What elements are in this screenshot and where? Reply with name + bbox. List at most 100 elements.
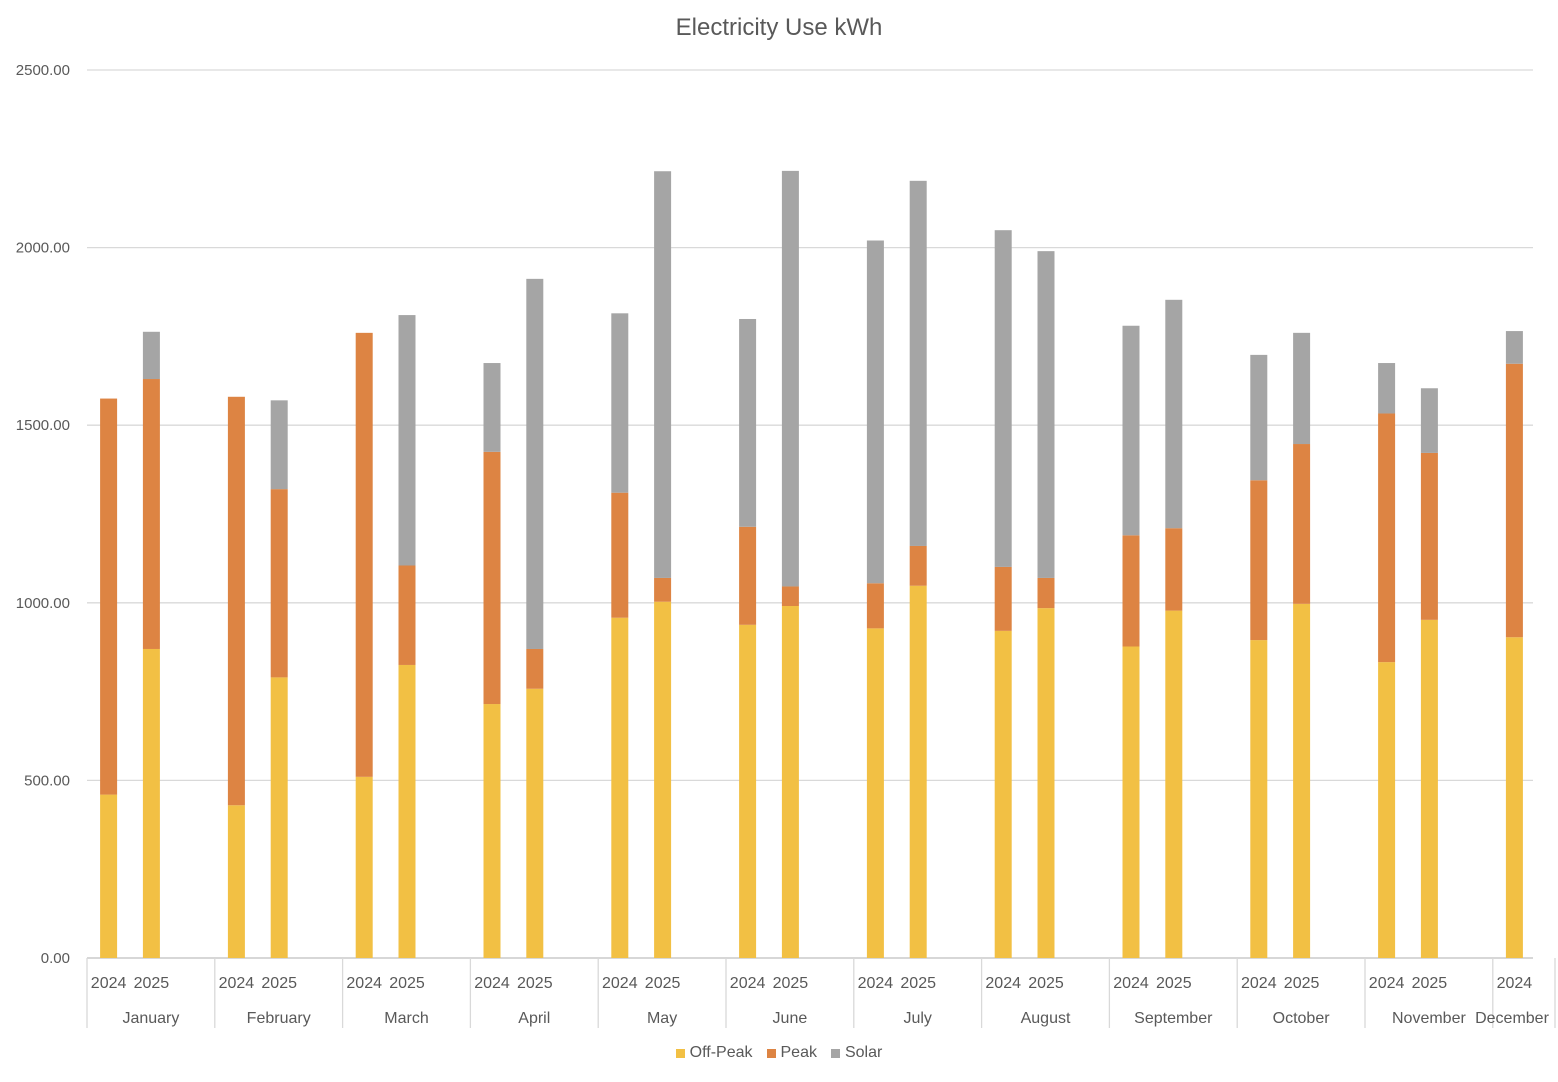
bar-solar [1165,299,1183,529]
bar-off-peak [1378,662,1396,958]
bar-off-peak [1250,640,1268,958]
x-tick-month-label: February [247,1010,311,1027]
x-tick-month-label: January [122,1010,179,1027]
x-tick-month-label: July [903,1010,931,1027]
bar-off-peak [142,648,160,958]
bar-peak [526,648,544,689]
bar-off-peak [994,630,1012,958]
bar-solar [398,315,416,566]
bar-off-peak [355,776,373,958]
bar-off-peak [270,677,288,958]
legend-label: Solar [844,1044,883,1061]
bar-peak [227,396,245,806]
x-tick-year-label: 2024 [1241,975,1277,992]
bar-off-peak [654,601,672,958]
bar-solar [1505,331,1523,364]
bar-solar [1378,363,1396,414]
x-tick-month-label: April [518,1010,550,1027]
bar-off-peak [909,585,927,958]
bar-solar [909,180,927,546]
legend-swatch [675,1048,685,1058]
bar-peak [781,586,799,606]
bar-peak [1505,363,1523,638]
x-tick-year-label: 2025 [773,975,809,992]
legend-swatch [830,1048,840,1058]
bar-solar [994,230,1012,567]
bar-off-peak [1122,646,1140,958]
x-tick-month-label: October [1273,1010,1331,1027]
bar-peak [1037,577,1055,609]
bar-off-peak [100,794,118,958]
x-tick-month-label: May [647,1010,677,1027]
bar-solar [739,318,757,527]
chart-title: Electricity Use kWh [675,14,883,41]
y-tick-label: 2500.00 [16,62,70,79]
bar-peak [1122,535,1140,647]
bar-peak [355,332,373,777]
bar-peak [1378,413,1396,663]
x-tick-year-label: 2024 [346,975,382,992]
y-tick-label: 1500.00 [16,417,70,434]
bar-peak [142,379,160,649]
bar-peak [1250,480,1268,641]
bar-off-peak [866,628,884,958]
x-tick-year-label: 2024 [1497,975,1533,992]
bar-off-peak [483,704,501,958]
x-tick-year-label: 2024 [602,975,638,992]
bar-peak [483,451,501,705]
bar-off-peak [781,605,799,958]
x-tick-year-label: 2025 [1412,975,1448,992]
bar-solar [1122,325,1140,536]
x-tick-month-label: June [773,1010,808,1027]
bar-peak [1165,528,1183,611]
bar-peak [100,398,118,795]
chart-legend: Off-Peak Peak Solar [0,1044,1558,1062]
x-tick-year-label: 2025 [134,975,170,992]
bar-solar [611,313,629,493]
bar-solar [142,331,160,380]
bar-peak [909,545,927,586]
y-tick-label: 0.00 [41,950,70,967]
x-tick-year-label: 2025 [517,975,553,992]
bar-solar [654,171,672,578]
x-tick-year-label: 2025 [1284,975,1320,992]
bar-solar [270,400,288,490]
bar-solar [1293,332,1311,445]
bar-off-peak [1505,637,1523,958]
bar-solar [781,170,799,587]
x-tick-year-label: 2025 [645,975,681,992]
legend-swatch [766,1048,776,1058]
x-tick-year-label: 2024 [985,975,1021,992]
x-tick-year-label: 2024 [858,975,894,992]
bar-peak [866,583,884,629]
x-tick-year-label: 2024 [1369,975,1405,992]
x-tick-year-label: 2025 [900,975,936,992]
bar-off-peak [1293,603,1311,958]
bar-peak [1420,452,1438,620]
bar-off-peak [398,664,416,958]
bar-peak [611,492,629,618]
bar-peak [270,489,288,678]
legend-label: Off-Peak [689,1044,753,1061]
bar-solar [483,363,501,452]
bar-solar [1037,251,1055,578]
x-tick-year-label: 2025 [389,975,425,992]
x-tick-year-label: 2025 [1028,975,1064,992]
bar-off-peak [526,688,544,958]
bar-peak [1293,444,1311,604]
x-tick-month-label: August [1021,1010,1071,1027]
bar-peak [398,565,416,665]
y-tick-label: 500.00 [24,772,70,789]
bar-off-peak [611,617,629,958]
bar-solar [866,240,884,584]
x-tick-year-label: 2024 [730,975,766,992]
bar-solar [526,278,544,649]
legend-label: Peak [780,1044,817,1061]
x-tick-month-label: November [1392,1010,1466,1027]
x-tick-month-label: December [1475,1010,1549,1027]
bar-off-peak [739,624,757,958]
x-tick-year-label: 2024 [219,975,255,992]
bar-solar [1420,388,1438,453]
